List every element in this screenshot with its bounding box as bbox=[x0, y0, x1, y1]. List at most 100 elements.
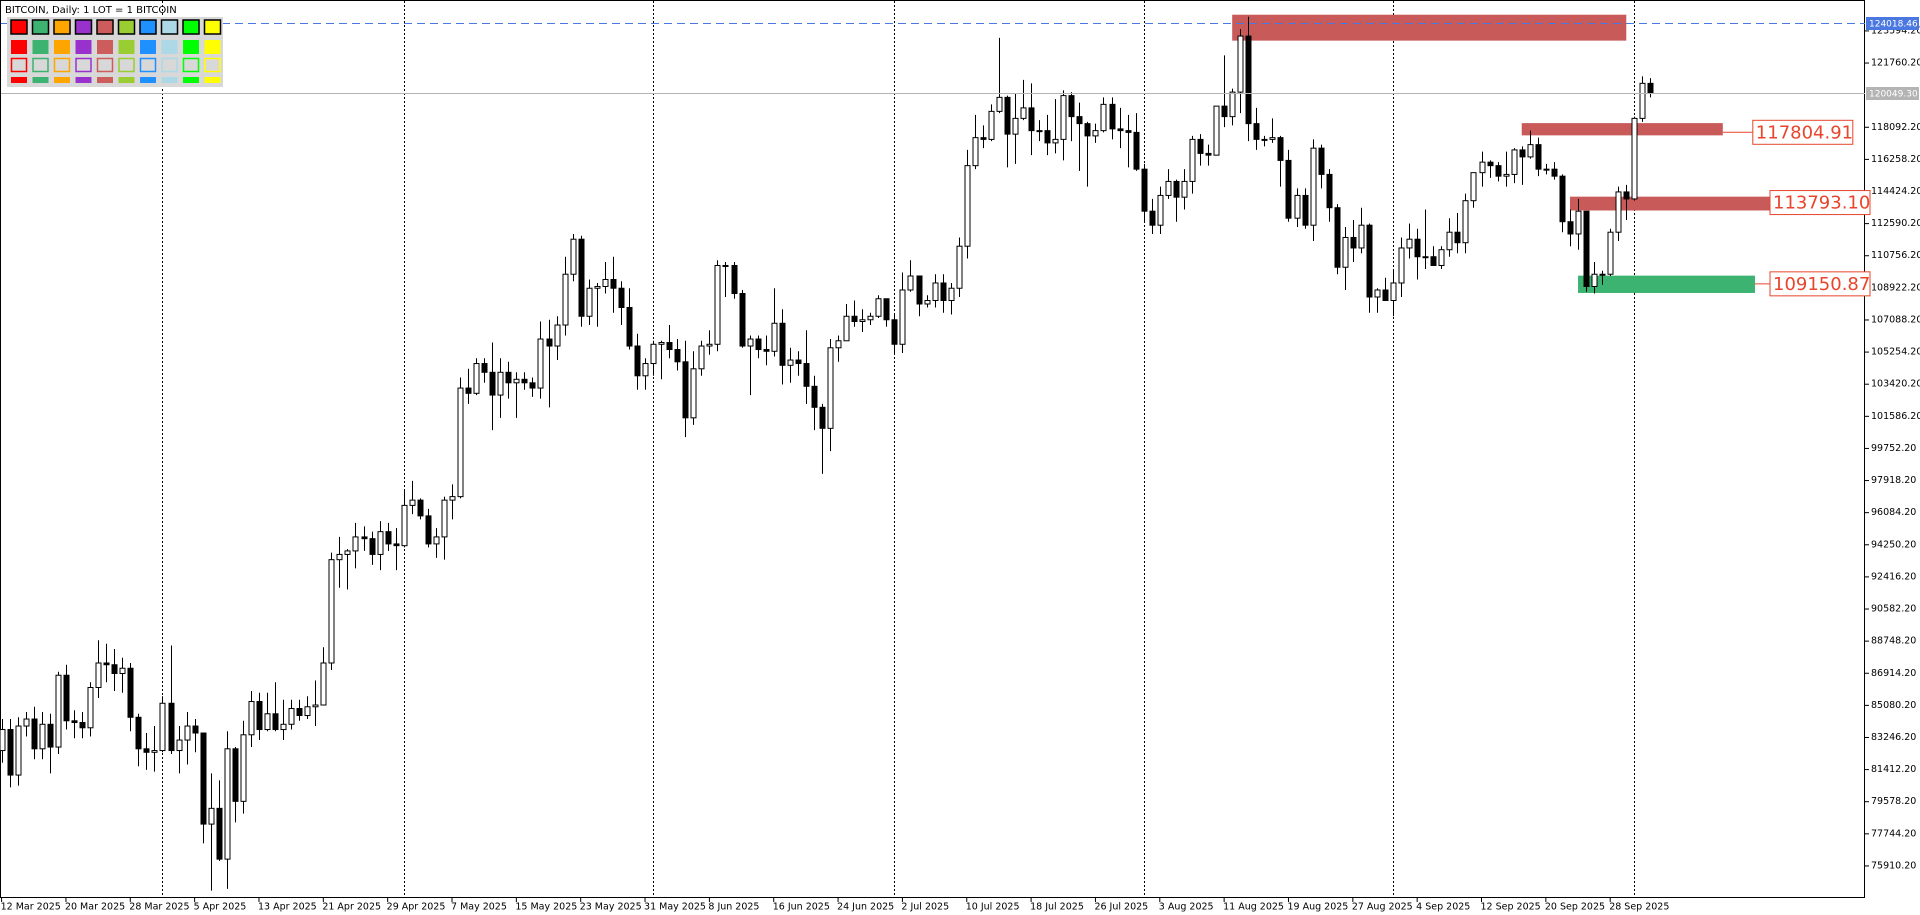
candle-body bbox=[15, 725, 22, 776]
candle-body bbox=[1527, 144, 1534, 158]
candle-body bbox=[55, 674, 62, 748]
candle-body bbox=[682, 361, 689, 419]
candle-body bbox=[1374, 289, 1381, 298]
x-tick-label: 18 Jul 2025 bbox=[1030, 902, 1084, 913]
y-tick-label: 94250.20 bbox=[1871, 539, 1916, 550]
candle-body bbox=[87, 687, 94, 729]
candle-body bbox=[698, 345, 705, 370]
candle-body bbox=[377, 531, 384, 555]
y-tick-label: 86914.20 bbox=[1871, 668, 1916, 679]
candle-body bbox=[1261, 138, 1268, 141]
candle-body bbox=[891, 319, 898, 345]
x-tick-label: 31 May 2025 bbox=[644, 902, 706, 913]
candle-body bbox=[1318, 147, 1325, 175]
x-tick-label: 23 May 2025 bbox=[580, 902, 642, 913]
palette-line bbox=[204, 77, 221, 83]
candle-body bbox=[706, 343, 713, 347]
palette-outline bbox=[96, 57, 114, 73]
candle-body bbox=[964, 165, 971, 247]
y-tick-label: 99752.20 bbox=[1871, 443, 1916, 454]
candle-body bbox=[529, 382, 536, 389]
candle-body bbox=[1487, 161, 1494, 167]
candle-body bbox=[1294, 194, 1301, 219]
candle-body bbox=[481, 363, 488, 373]
palette-fill bbox=[32, 40, 49, 54]
candle-body bbox=[1060, 95, 1067, 140]
zone bbox=[1232, 14, 1627, 41]
y-tick-label: 79578.20 bbox=[1871, 796, 1916, 807]
candle-body bbox=[755, 338, 762, 351]
candle-body bbox=[1422, 256, 1429, 259]
y-tick-label: 108922.20 bbox=[1871, 282, 1920, 293]
palette-fill bbox=[204, 40, 221, 54]
palette-outline bbox=[10, 57, 28, 73]
palette-swatch[interactable] bbox=[160, 19, 179, 35]
palette-swatch[interactable] bbox=[139, 19, 157, 35]
level-label-box bbox=[1769, 271, 1871, 297]
candle-body bbox=[811, 385, 818, 408]
y-tick-label: 75910.20 bbox=[1871, 860, 1916, 871]
candle-body bbox=[747, 338, 754, 347]
candle-body bbox=[39, 723, 46, 750]
candle-body bbox=[192, 725, 199, 734]
candle-body bbox=[232, 748, 239, 802]
candle-body bbox=[119, 667, 126, 674]
candle-body bbox=[135, 716, 142, 750]
overlays: BITCOIN, Daily: 1 LOT = 1 BITCOIN 124018… bbox=[1, 5, 1919, 297]
candle-body bbox=[795, 359, 802, 365]
palette-swatch[interactable] bbox=[53, 19, 71, 35]
candle-body bbox=[465, 387, 472, 394]
y-tick-label: 97918.20 bbox=[1871, 475, 1916, 486]
candle-body bbox=[1559, 175, 1566, 223]
candle-body bbox=[1020, 107, 1027, 119]
candle-body bbox=[1310, 147, 1317, 226]
x-tick-label: 29 Apr 2025 bbox=[387, 902, 446, 913]
candle-body bbox=[666, 342, 673, 351]
level-label-box bbox=[1769, 190, 1871, 216]
palette-line bbox=[75, 77, 92, 83]
candle-body bbox=[63, 674, 70, 722]
candle-body bbox=[578, 238, 585, 317]
candle-body bbox=[980, 137, 987, 140]
palette-swatch[interactable] bbox=[10, 19, 28, 35]
candle-body bbox=[1028, 107, 1035, 132]
candle-body bbox=[739, 292, 746, 347]
candle-body bbox=[1076, 116, 1083, 125]
candle-body bbox=[304, 706, 311, 717]
palette-outline bbox=[75, 57, 92, 73]
candle-body bbox=[151, 750, 158, 753]
candle-body bbox=[570, 238, 577, 275]
candle-body bbox=[1430, 256, 1437, 266]
palette-outline bbox=[161, 57, 178, 73]
palette-swatch[interactable] bbox=[117, 19, 136, 35]
candle-body bbox=[827, 347, 834, 429]
palette-swatch[interactable] bbox=[31, 19, 50, 35]
candle-body bbox=[401, 504, 408, 547]
palette-swatch[interactable] bbox=[203, 19, 222, 35]
candle-body bbox=[1084, 123, 1091, 137]
candle-body bbox=[554, 324, 561, 347]
y-tick-label: 81412.20 bbox=[1871, 764, 1916, 775]
candle-body bbox=[505, 371, 512, 384]
candle-body bbox=[1567, 221, 1574, 235]
x-tick-label: 15 May 2025 bbox=[515, 902, 577, 913]
palette-swatch[interactable] bbox=[96, 19, 114, 35]
candle-body bbox=[288, 708, 295, 725]
palette-fill bbox=[140, 40, 156, 54]
candle-body bbox=[714, 264, 721, 345]
palette-swatch[interactable] bbox=[182, 19, 200, 35]
y-tick-label: 105254.20 bbox=[1871, 347, 1920, 358]
x-tick-label: 19 Aug 2025 bbox=[1287, 902, 1348, 913]
color-palette[interactable] bbox=[7, 17, 223, 87]
candle-body bbox=[1004, 96, 1011, 135]
candle-body bbox=[1446, 231, 1453, 251]
candle-body bbox=[264, 713, 271, 731]
candle-body bbox=[924, 300, 931, 305]
y-tick-label: 123594.20 bbox=[1871, 25, 1920, 36]
candle-body bbox=[586, 287, 593, 317]
candle-body bbox=[457, 387, 464, 498]
palette-swatch[interactable] bbox=[74, 19, 93, 35]
candle-body bbox=[1414, 238, 1421, 258]
x-tick-label: 16 Jun 2025 bbox=[773, 902, 830, 913]
price-label: 120049.30 bbox=[1869, 90, 1918, 100]
